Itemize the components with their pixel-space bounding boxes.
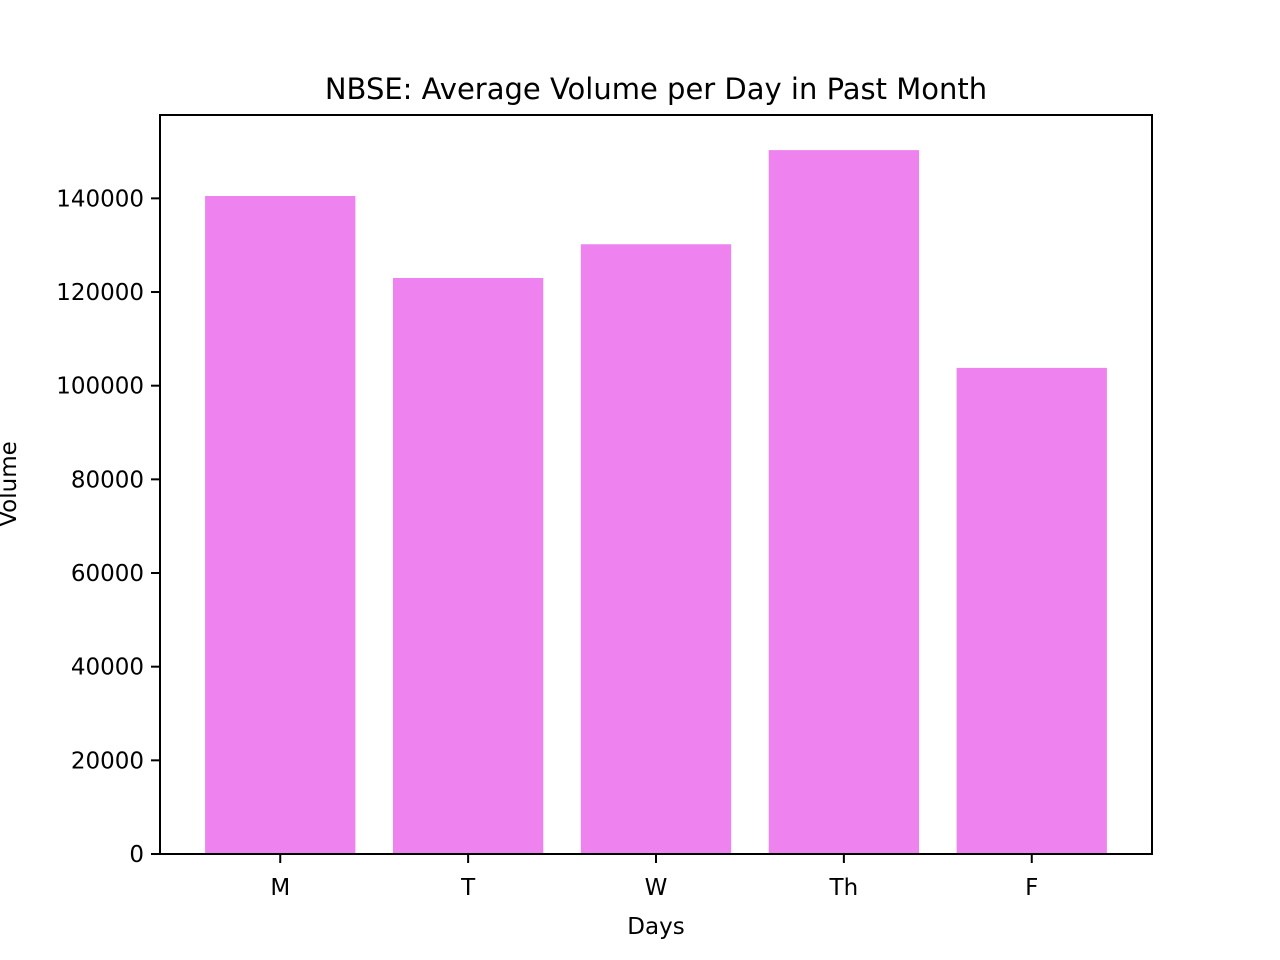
y-tick-label: 100000 [56,374,144,400]
y-axis-label: Volume [0,441,22,527]
y-tick-label: 120000 [56,280,144,306]
bar-f [956,367,1107,854]
bar-t [392,277,544,854]
y-tick-label: 40000 [71,655,144,681]
y-tick-label: 20000 [71,748,144,774]
y-tick-label: 80000 [71,467,144,493]
y-tick-label: 140000 [56,186,144,212]
y-tick-label: 0 [129,842,144,868]
x-tick-label: F [1025,875,1038,901]
x-tick-label: Th [829,875,859,901]
x-tick-label: T [460,875,476,901]
x-tick-label: M [270,875,290,901]
chart-title: NBSE: Average Volume per Day in Past Mon… [325,72,987,106]
x-axis: M T W Th F [270,854,1038,901]
y-axis: 0 20000 40000 60000 80000 100000 120000 140000 [56,186,160,868]
y-tick-label: 60000 [71,561,144,587]
x-axis-label: Days [627,914,684,940]
bars [205,150,1107,854]
bar-th [768,150,920,854]
bar-m [205,196,356,854]
x-tick-label: W [645,875,668,901]
bar-w [580,244,732,854]
